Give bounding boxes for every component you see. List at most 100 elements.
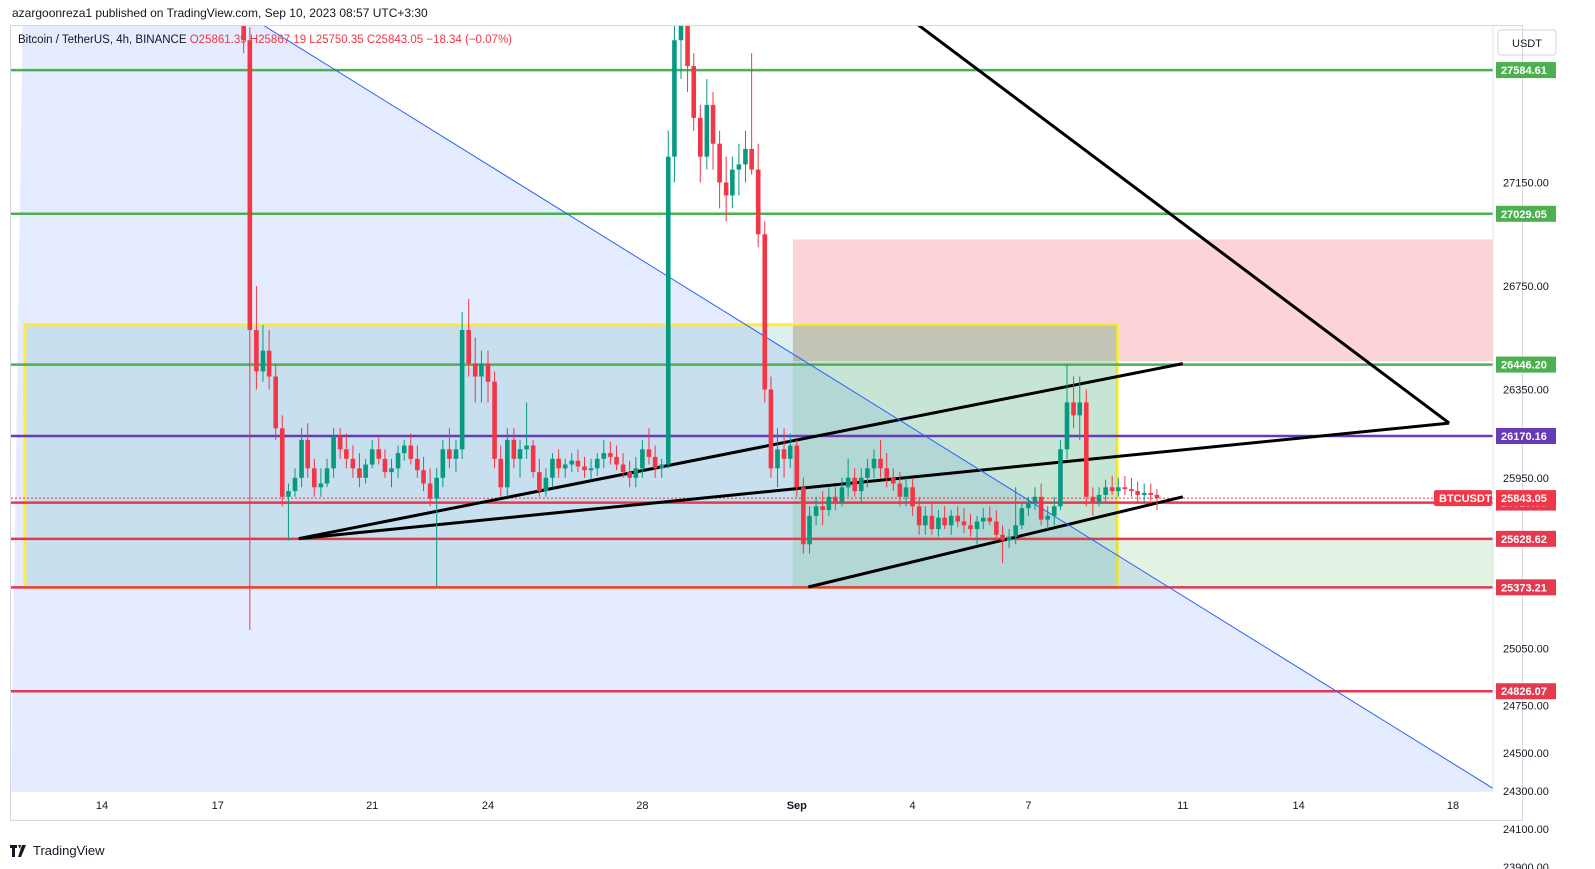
candle-body-137[interactable] — [1058, 449, 1063, 507]
candle-body-29[interactable] — [363, 464, 368, 478]
candle-body-32[interactable] — [382, 458, 388, 473]
candle-body-47[interactable] — [479, 363, 484, 377]
candle-body-147[interactable] — [1122, 487, 1128, 490]
candle-body-19[interactable] — [299, 439, 304, 478]
candle-body-113[interactable] — [903, 487, 909, 497]
candle-body-146[interactable] — [1116, 487, 1121, 492]
candle-body-38[interactable] — [421, 470, 426, 484]
candle-body-22[interactable] — [318, 483, 324, 488]
candle-body-63[interactable] — [582, 466, 587, 471]
trend-line-black-1[interactable] — [298, 421, 1450, 541]
candle-body-103[interactable] — [839, 487, 845, 503]
candle-body-109[interactable] — [878, 458, 883, 469]
trend-line-black-0[interactable] — [249, 0, 1451, 425]
candle-body-96[interactable] — [794, 445, 800, 488]
candle-body-65[interactable] — [594, 458, 600, 469]
candle-body-15[interactable] — [273, 376, 278, 429]
trend-line-black-2[interactable] — [298, 362, 1184, 541]
candle-body-114[interactable] — [910, 487, 915, 507]
candle-body-97[interactable] — [801, 487, 806, 545]
currency-label[interactable]: USDT — [1512, 38, 1542, 50]
candle-body-149[interactable] — [1135, 491, 1140, 495]
candle-body-11[interactable] — [247, 40, 253, 330]
candle-body-94[interactable] — [781, 449, 787, 459]
candle-body-90[interactable] — [755, 169, 761, 235]
candle-body-132[interactable] — [1026, 502, 1031, 509]
candle-body-42[interactable] — [447, 449, 452, 459]
candle-body-33[interactable] — [389, 468, 394, 473]
candle-body-150[interactable] — [1141, 493, 1147, 495]
candle-body-133[interactable] — [1032, 496, 1038, 503]
candle-body-108[interactable] — [871, 458, 877, 469]
candle-body-105[interactable] — [852, 477, 857, 492]
candle-body-152[interactable] — [1154, 494, 1160, 499]
candle-body-21[interactable] — [312, 468, 317, 488]
candle-body-112[interactable] — [897, 483, 903, 497]
candle-body-119[interactable] — [942, 517, 947, 526]
candle-body-72[interactable] — [640, 449, 645, 469]
candle-body-77[interactable] — [672, 40, 677, 157]
candle-body-99[interactable] — [813, 506, 819, 516]
candle-body-59[interactable] — [556, 458, 561, 469]
candle-body-139[interactable] — [1071, 402, 1076, 416]
candle-body-34[interactable] — [395, 453, 401, 469]
candle-body-115[interactable] — [916, 506, 922, 526]
candle-body-78[interactable] — [678, 1, 684, 41]
candle-body-144[interactable] — [1103, 487, 1108, 495]
candle-body-138[interactable] — [1064, 402, 1070, 450]
candle-body-123[interactable] — [968, 525, 973, 530]
candle-body-89[interactable] — [749, 148, 754, 170]
candle-body-37[interactable] — [415, 458, 420, 471]
candle-body-14[interactable] — [266, 350, 272, 377]
candle-body-82[interactable] — [704, 104, 710, 157]
candle-body-76[interactable] — [665, 156, 671, 465]
candle-body-35[interactable] — [401, 445, 407, 454]
candle-body-50[interactable] — [498, 458, 504, 488]
candle-body-46[interactable] — [472, 363, 478, 377]
trend-line-blue-4[interactable] — [25, 0, 1550, 823]
candle-body-30[interactable] — [369, 449, 375, 465]
candle-body-136[interactable] — [1051, 506, 1057, 516]
candle-body-75[interactable] — [659, 464, 664, 469]
candle-body-140[interactable] — [1077, 402, 1083, 416]
candle-body-148[interactable] — [1129, 489, 1134, 492]
candle-body-129[interactable] — [1006, 536, 1012, 541]
candle-body-67[interactable] — [608, 453, 613, 457]
candle-body-27[interactable] — [350, 458, 356, 469]
candle-body-84[interactable] — [717, 143, 722, 183]
candle-body-151[interactable] — [1148, 493, 1154, 495]
candle-body-79[interactable] — [685, 1, 690, 67]
candle-body-143[interactable] — [1096, 494, 1102, 503]
candle-body-23[interactable] — [324, 468, 330, 484]
candle-body-48[interactable] — [485, 363, 491, 382]
candle-body-145[interactable] — [1109, 487, 1115, 492]
candle-body-101[interactable] — [826, 496, 832, 511]
candle-body-31[interactable] — [376, 449, 382, 459]
candle-body-87[interactable] — [736, 164, 742, 170]
candle-body-135[interactable] — [1045, 515, 1050, 520]
candle-body-131[interactable] — [1019, 508, 1025, 526]
candle-body-40[interactable] — [434, 477, 439, 499]
candle-body-71[interactable] — [633, 468, 639, 478]
currency-box[interactable] — [1497, 29, 1557, 56]
candle-body-26[interactable] — [344, 449, 349, 459]
candle-body-24[interactable] — [331, 436, 336, 469]
candle-body-91[interactable] — [762, 234, 768, 390]
candle-body-61[interactable] — [569, 460, 575, 465]
candle-body-53[interactable] — [517, 449, 523, 459]
candle-body-18[interactable] — [292, 477, 298, 492]
candle-body-45[interactable] — [466, 329, 471, 364]
candle-body-124[interactable] — [974, 521, 980, 530]
candle-body-66[interactable] — [601, 453, 607, 459]
candle-body-83[interactable] — [710, 104, 716, 144]
candle-body-125[interactable] — [980, 517, 986, 522]
candle-body-116[interactable] — [923, 515, 928, 526]
candle-body-111[interactable] — [891, 477, 896, 484]
candle-body-41[interactable] — [440, 449, 446, 478]
candle-body-55[interactable] — [530, 445, 536, 473]
candle-body-88[interactable] — [743, 148, 748, 165]
candle-body-98[interactable] — [807, 515, 812, 545]
candle-body-100[interactable] — [820, 506, 825, 511]
candle-body-10[interactable] — [241, 0, 246, 41]
